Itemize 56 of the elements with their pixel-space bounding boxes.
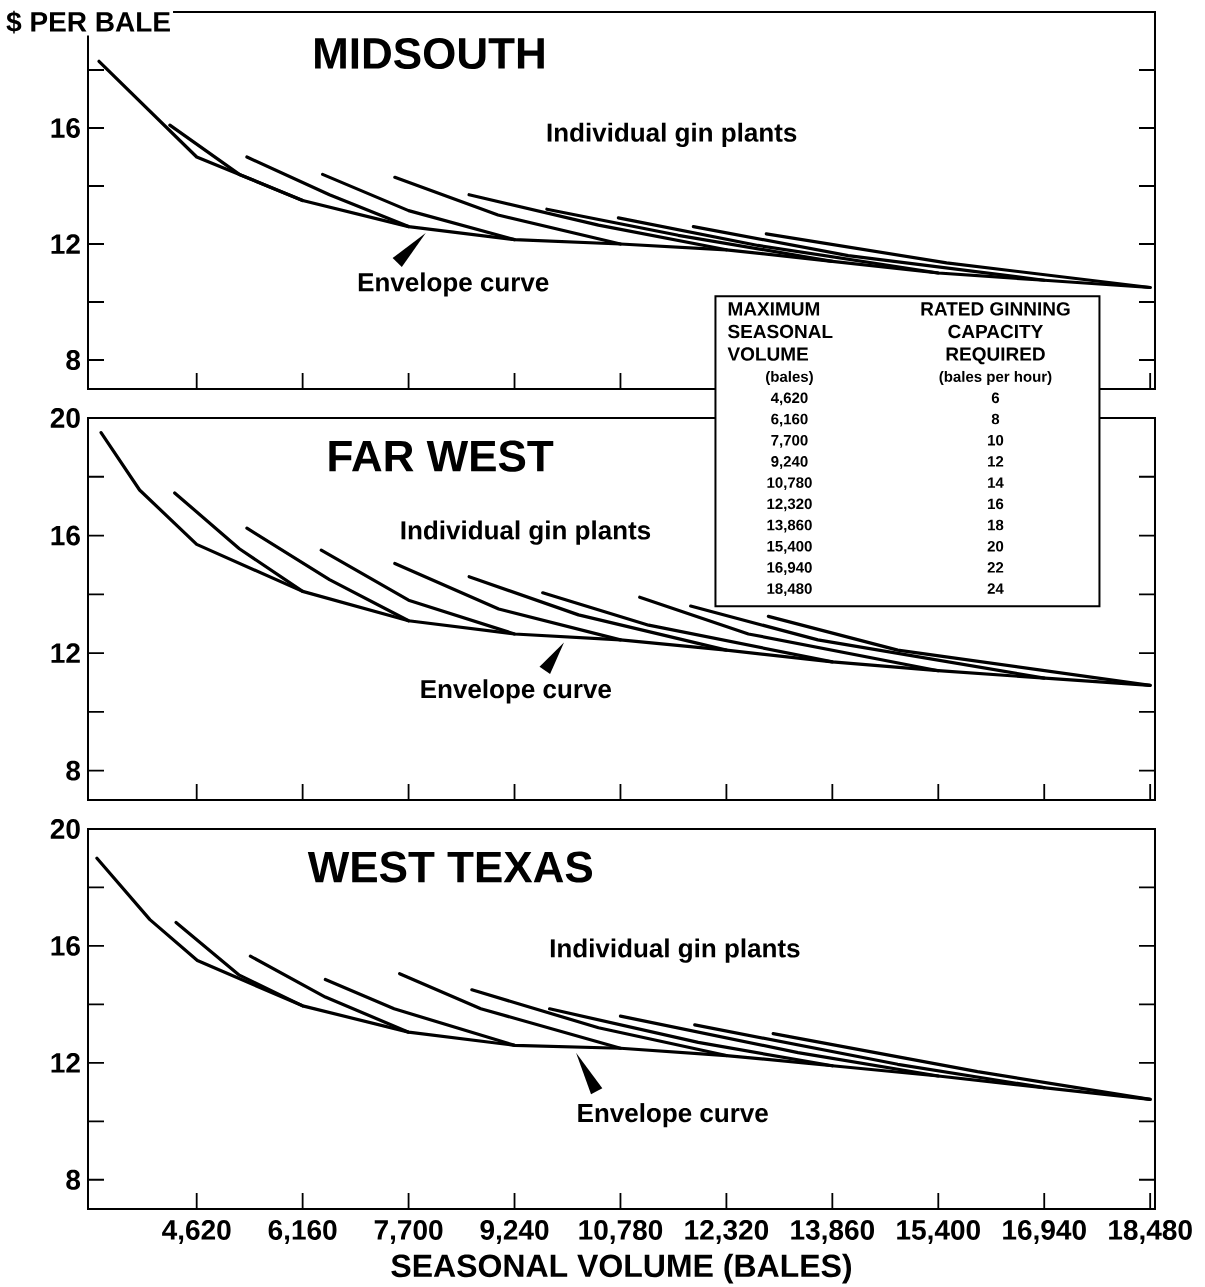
chart-title: WEST TEXAS <box>307 851 593 883</box>
annotation: (bales) <box>766 370 813 385</box>
x-tick-label: 6,160 <box>268 1220 337 1244</box>
annotation: 18,480 <box>767 583 812 597</box>
annotation: Envelope curve <box>578 1103 768 1128</box>
annotation: 22 <box>987 562 1004 573</box>
x-tick-label: 18,480 <box>1109 1220 1192 1244</box>
y-tick-label: 12 <box>51 1053 80 1073</box>
annotation: 14 <box>988 477 1004 488</box>
annotation: (bales per hour) <box>939 370 1052 385</box>
text: 6 <box>991 392 1000 404</box>
x-tick-label: 7,700 <box>374 1220 443 1244</box>
annotation: Individual gin plants <box>547 122 797 148</box>
annotation: Individual gin plants <box>550 938 800 963</box>
annotation: 18 <box>988 519 1004 531</box>
annotation: 16 <box>988 498 1004 510</box>
x-tick-label: 13,860 <box>791 1220 875 1244</box>
x-axis-title: SEASONAL VOLUME (BALES) <box>391 1253 851 1284</box>
y-tick-label: 16 <box>51 118 80 138</box>
chart-title: MIDSOUTH <box>315 37 544 70</box>
annotation: Individual gin plants <box>401 520 651 545</box>
x-tick-label: 9,240 <box>480 1220 549 1244</box>
y-tick-label: 16 <box>51 935 80 956</box>
annotation: 8 <box>991 413 1000 425</box>
annotation: 7,700 <box>771 434 808 448</box>
annotation: MAXIMUM SEASONAL VOLUME <box>727 302 833 361</box>
annotation: Envelope curve <box>421 679 611 704</box>
annotation: 20 <box>987 540 1004 552</box>
y-tick-label: 8 <box>66 350 81 370</box>
x-tick-label: 15,400 <box>897 1220 980 1244</box>
annotation: 16,940 <box>767 562 812 575</box>
annotation: 6,160 <box>771 413 808 427</box>
y-axis-title: $ PER BALE <box>6 10 170 34</box>
annotation: 9,240 <box>771 456 808 469</box>
y-tick-label: 20 <box>50 819 80 839</box>
annotation: Envelope curve <box>358 272 549 297</box>
chart-title: FAR WEST <box>329 440 554 472</box>
x-tick-label: 4,620 <box>162 1220 231 1244</box>
y-tick-label: 12 <box>51 643 80 663</box>
y-tick-label: 8 <box>66 1169 81 1190</box>
annotation: 24 <box>987 583 1004 594</box>
annotation: 12,320 <box>767 498 812 512</box>
y-tick-label: 8 <box>66 760 81 781</box>
x-tick-label: 16,940 <box>1003 1220 1086 1244</box>
y-tick-label: 20 <box>50 408 80 428</box>
annotation: 12 <box>988 456 1004 467</box>
x-tick-label: 10,780 <box>579 1220 663 1244</box>
y-tick-label: 16 <box>51 525 80 546</box>
x-tick-label: 12,320 <box>685 1220 769 1244</box>
annotation: 10,780 <box>767 477 812 491</box>
text: 4,620 <box>770 392 808 406</box>
annotation: RATED GINNING CAPACITY REQUIRED <box>921 302 1070 365</box>
annotation: 13,860 <box>767 519 812 533</box>
annotation: 10 <box>988 434 1004 446</box>
y-tick-label: 12 <box>51 234 80 254</box>
annotation: 15,400 <box>767 540 812 554</box>
